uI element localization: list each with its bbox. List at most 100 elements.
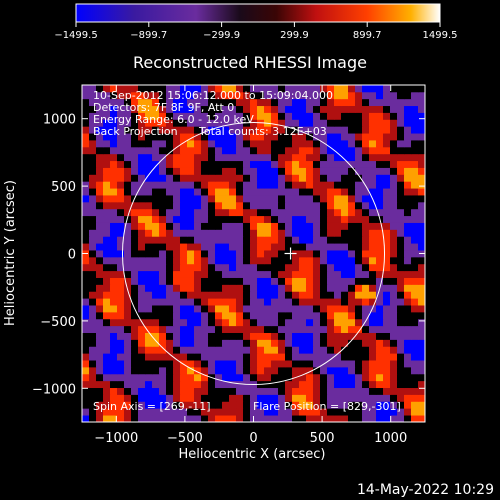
- heatmap-cell: [397, 284, 405, 292]
- heatmap-cell: [327, 215, 335, 223]
- heatmap-cell: [96, 401, 104, 409]
- heatmap-cell: [418, 133, 425, 141]
- heatmap-cell: [236, 318, 244, 327]
- heatmap-cell: [215, 85, 223, 93]
- heatmap-cell: [124, 250, 132, 258]
- heatmap-cell: [131, 394, 139, 402]
- heatmap-cell: [306, 311, 314, 320]
- heatmap-cell: [208, 181, 216, 189]
- heatmap-cell: [194, 346, 202, 354]
- heatmap-cell: [404, 140, 412, 148]
- heatmap-cell: [159, 153, 167, 162]
- heatmap-cell: [201, 373, 209, 382]
- heatmap-cell: [96, 277, 104, 285]
- heatmap-cell: [306, 91, 314, 100]
- heatmap-cell: [166, 195, 174, 203]
- heatmap-cell: [376, 311, 384, 320]
- heatmap-cell: [257, 174, 265, 182]
- heatmap-cell: [320, 415, 328, 422]
- heatmap-cell: [152, 325, 160, 333]
- heatmap-cell: [138, 119, 146, 127]
- heatmap-cell: [271, 181, 279, 189]
- heatmap-cell: [229, 215, 237, 223]
- heatmap-cell: [376, 236, 384, 244]
- colorbar: −1499.5 −899.7 −299.9 299.9 899.7 1499.5: [54, 3, 458, 41]
- heatmap-cell: [187, 208, 195, 217]
- heatmap-cell: [138, 91, 146, 100]
- heatmap-cell: [285, 318, 293, 327]
- heatmap-cell: [404, 408, 412, 416]
- heatmap-cell: [103, 105, 111, 113]
- heatmap-cell: [229, 195, 237, 203]
- heatmap-cell: [341, 236, 349, 244]
- heatmap-cell: [103, 325, 111, 333]
- heatmap-cell: [89, 181, 97, 189]
- heatmap-cell: [166, 401, 174, 409]
- heatmap-cell: [110, 311, 118, 320]
- heatmap-cell: [243, 394, 251, 402]
- heatmap-cell: [362, 298, 370, 306]
- heatmap-cell: [348, 208, 356, 217]
- heatmap-cell: [229, 126, 237, 134]
- heatmap-cell: [257, 366, 265, 375]
- heatmap-cell: [173, 201, 181, 210]
- heatmap-cell: [362, 85, 370, 93]
- heatmap-cell: [222, 277, 230, 285]
- heatmap-cell: [271, 195, 279, 203]
- heatmap-cell: [180, 263, 188, 272]
- heatmap-cell: [313, 401, 321, 409]
- heatmap-cell: [138, 332, 146, 340]
- heatmap-cell: [159, 401, 167, 409]
- heatmap-cell: [404, 401, 412, 409]
- heatmap-cell: [145, 284, 153, 292]
- heatmap-cell: [320, 332, 328, 340]
- heatmap-cell: [194, 387, 202, 395]
- heatmap-cell: [390, 222, 398, 230]
- heatmap-cell: [369, 311, 377, 320]
- heatmap-cell: [103, 311, 111, 320]
- heatmap-cell: [124, 174, 132, 182]
- heatmap-cell: [334, 360, 342, 368]
- heatmap-cell: [327, 298, 335, 306]
- heatmap-cell: [187, 105, 195, 113]
- heatmap-cell: [404, 311, 412, 320]
- heatmap-cell: [110, 387, 118, 395]
- heatmap-cell: [362, 332, 370, 340]
- heatmap-cell: [383, 215, 391, 223]
- heatmap-cell: [117, 291, 125, 299]
- heatmap-cell: [250, 215, 258, 223]
- heatmap-cell: [383, 195, 391, 203]
- heatmap-cell: [299, 311, 307, 320]
- heatmap-cell: [159, 360, 167, 368]
- heatmap-cell: [124, 325, 132, 333]
- heatmap-cell: [299, 208, 307, 217]
- heatmap-cell: [320, 174, 328, 182]
- heatmap-cell: [292, 305, 300, 313]
- heatmap-cell: [96, 387, 104, 395]
- heatmap-cell: [159, 380, 167, 389]
- heatmap-cell: [103, 353, 111, 361]
- heatmap-cell: [229, 298, 237, 306]
- heatmap-cell: [110, 291, 118, 299]
- heatmap-cell: [397, 353, 405, 361]
- heatmap-cell: [243, 105, 251, 113]
- heatmap-cell: [166, 85, 174, 93]
- heatmap-cell: [194, 339, 202, 347]
- sun-center-marker: [284, 247, 297, 260]
- heatmap-cell: [117, 318, 125, 327]
- heatmap-cell: [411, 85, 419, 93]
- heatmap-cell: [299, 229, 307, 237]
- heatmap-cell: [103, 133, 111, 141]
- heatmap-cell: [390, 298, 398, 306]
- heatmap-cell: [96, 346, 104, 354]
- heatmap-cell: [229, 91, 237, 100]
- heatmap-cell: [278, 215, 286, 223]
- heatmap-cell: [82, 318, 90, 327]
- heatmap-cell: [306, 291, 314, 299]
- heatmap-cell: [82, 160, 90, 168]
- heatmap-cell: [278, 195, 286, 203]
- heatmap-cell: [348, 236, 356, 244]
- heatmap-cell: [180, 291, 188, 299]
- heatmap-cell: [159, 181, 167, 189]
- heatmap-cell: [82, 174, 90, 182]
